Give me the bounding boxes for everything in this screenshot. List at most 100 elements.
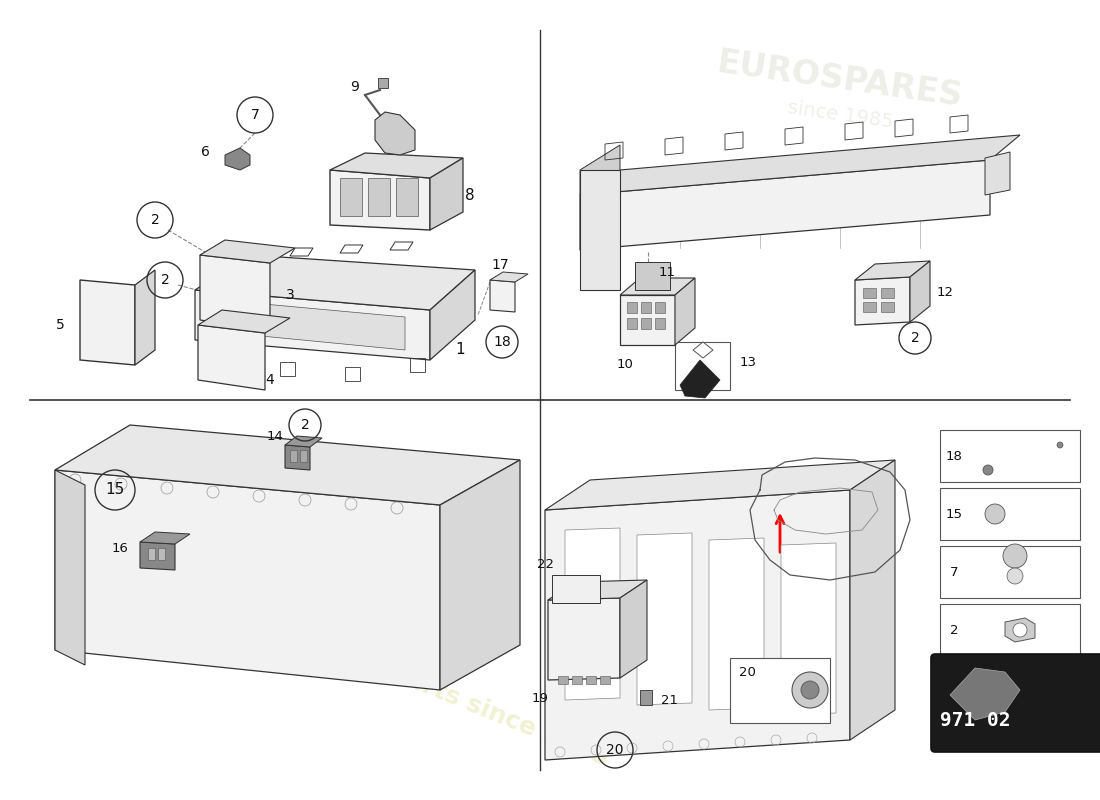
Circle shape <box>984 504 1005 524</box>
Polygon shape <box>55 470 85 665</box>
Polygon shape <box>200 255 270 330</box>
Polygon shape <box>548 580 647 600</box>
Text: 2: 2 <box>300 418 309 432</box>
Polygon shape <box>330 170 430 230</box>
Bar <box>730 658 830 723</box>
Bar <box>148 548 155 560</box>
Text: 5: 5 <box>56 318 65 332</box>
Bar <box>552 575 600 603</box>
Bar <box>600 676 610 684</box>
Polygon shape <box>140 532 190 544</box>
Bar <box>572 676 582 684</box>
Polygon shape <box>375 112 415 155</box>
Polygon shape <box>620 295 675 345</box>
Polygon shape <box>950 668 1020 720</box>
Polygon shape <box>855 261 930 280</box>
Polygon shape <box>200 240 295 263</box>
Polygon shape <box>910 261 930 322</box>
Polygon shape <box>490 272 528 282</box>
Polygon shape <box>135 270 155 365</box>
Bar <box>627 318 637 329</box>
Bar <box>864 288 876 298</box>
Polygon shape <box>544 490 850 760</box>
Bar <box>940 430 1080 482</box>
Polygon shape <box>850 460 895 740</box>
Bar <box>300 450 307 462</box>
Text: 2: 2 <box>949 623 958 637</box>
Text: 7: 7 <box>949 566 958 578</box>
Bar <box>654 318 666 329</box>
Circle shape <box>983 465 993 475</box>
Text: a passion for parts since 1985: a passion for parts since 1985 <box>208 589 612 771</box>
Polygon shape <box>680 360 720 398</box>
Circle shape <box>1013 623 1027 637</box>
Polygon shape <box>378 78 388 88</box>
Text: EUROSPARES: EUROSPARES <box>715 46 965 114</box>
Text: 20: 20 <box>738 666 756 679</box>
Text: 3: 3 <box>286 288 295 302</box>
Bar <box>158 548 165 560</box>
Polygon shape <box>285 445 310 470</box>
Text: 18: 18 <box>946 450 962 462</box>
Polygon shape <box>580 145 620 195</box>
Bar <box>675 342 730 390</box>
Text: 15: 15 <box>106 482 124 498</box>
Text: 6: 6 <box>200 145 209 159</box>
Text: 8: 8 <box>465 187 475 202</box>
Bar <box>641 318 651 329</box>
FancyBboxPatch shape <box>931 654 1100 752</box>
Polygon shape <box>55 470 440 690</box>
Polygon shape <box>330 153 463 178</box>
Text: 14: 14 <box>266 430 284 443</box>
Circle shape <box>801 681 820 699</box>
Polygon shape <box>620 580 647 678</box>
Polygon shape <box>635 262 670 290</box>
Text: 2: 2 <box>161 273 169 287</box>
Polygon shape <box>226 148 250 170</box>
Polygon shape <box>80 280 135 365</box>
Text: 20: 20 <box>606 743 624 757</box>
Text: 9: 9 <box>351 80 360 94</box>
Circle shape <box>792 672 828 708</box>
Bar <box>940 604 1080 656</box>
Polygon shape <box>220 300 405 350</box>
Bar <box>340 178 362 216</box>
Polygon shape <box>580 135 1020 195</box>
Polygon shape <box>620 278 695 295</box>
Text: 18: 18 <box>493 335 510 349</box>
Polygon shape <box>855 277 910 325</box>
Text: 2: 2 <box>151 213 160 227</box>
Text: 12: 12 <box>936 286 954 298</box>
Circle shape <box>1057 442 1063 448</box>
Polygon shape <box>430 158 463 230</box>
Polygon shape <box>1005 618 1035 642</box>
Text: 10: 10 <box>617 358 634 371</box>
Text: 4: 4 <box>265 373 274 387</box>
Polygon shape <box>490 280 515 312</box>
Text: since 1985: since 1985 <box>785 98 894 132</box>
Text: 15: 15 <box>946 507 962 521</box>
Polygon shape <box>198 310 290 333</box>
Bar <box>940 546 1080 598</box>
Circle shape <box>1003 544 1027 568</box>
Text: 17: 17 <box>492 258 509 272</box>
Polygon shape <box>55 425 520 505</box>
Bar <box>627 302 637 313</box>
Polygon shape <box>580 170 620 290</box>
Bar <box>864 302 876 312</box>
Polygon shape <box>285 436 322 447</box>
Polygon shape <box>580 160 990 250</box>
Polygon shape <box>430 270 475 360</box>
Bar <box>558 676 568 684</box>
Polygon shape <box>544 460 895 510</box>
Text: 11: 11 <box>659 266 675 278</box>
Polygon shape <box>140 542 175 570</box>
Polygon shape <box>675 278 695 345</box>
Text: 16: 16 <box>111 542 129 554</box>
Polygon shape <box>637 533 692 705</box>
Bar <box>368 178 390 216</box>
Polygon shape <box>781 543 836 715</box>
Polygon shape <box>195 255 475 310</box>
Text: 22: 22 <box>537 558 553 571</box>
Polygon shape <box>565 528 620 700</box>
